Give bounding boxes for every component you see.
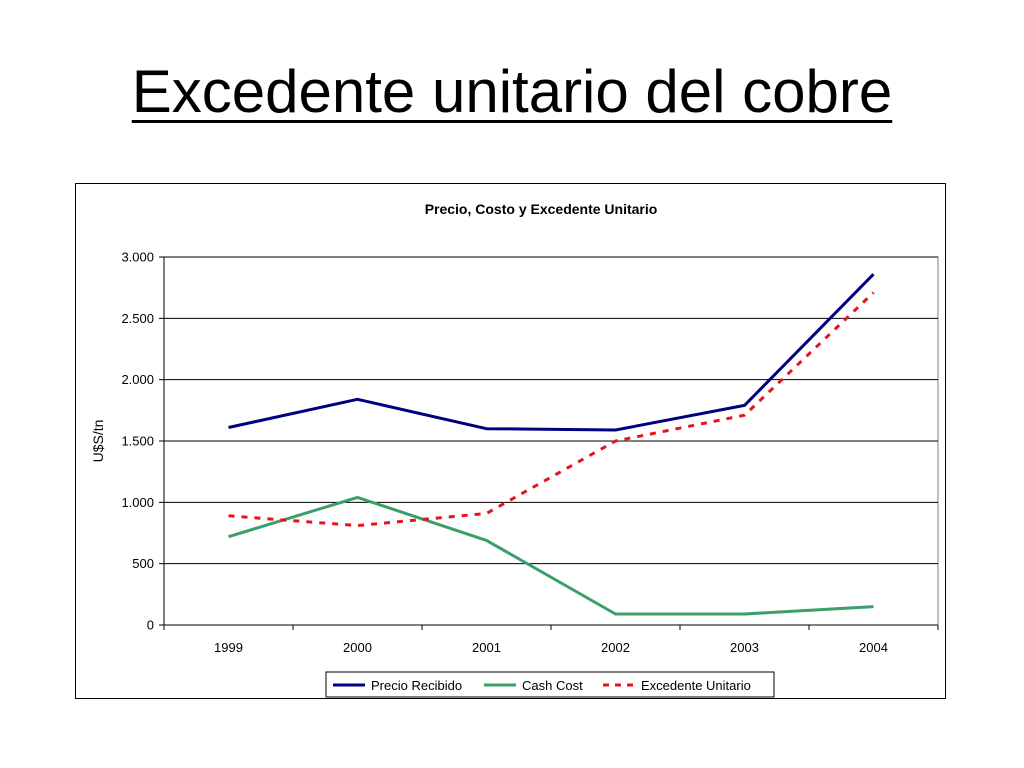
- slide-title: Excedente unitario del cobre: [131, 58, 893, 125]
- y-tick-label: 1.000: [121, 495, 154, 510]
- legend-label-1: Precio Recibido: [371, 678, 462, 693]
- y-tick-label: 1.500: [121, 434, 154, 449]
- y-axis-label: U$S/tn: [90, 420, 106, 463]
- y-tick-label: 2.500: [121, 311, 154, 326]
- x-tick-label: 2004: [859, 640, 888, 655]
- line-chart: Precio, Costo y Excedente Unitario 0 500 1.…: [90, 201, 939, 698]
- x-tick-label: 2002: [601, 640, 630, 655]
- x-tick-label: 2001: [472, 640, 501, 655]
- series-line-1: [228, 273, 875, 432]
- x-tick-label: 2003: [730, 640, 759, 655]
- x-tick-label: 1999: [214, 640, 243, 655]
- x-tick-label: 2000: [343, 640, 372, 655]
- series-line-3: [228, 291, 875, 528]
- y-tick-label: 500: [132, 556, 154, 571]
- series-line-2: [228, 495, 874, 616]
- chart-frame: Precio, Costo y Excedente Unitario 0 500 1.…: [75, 183, 946, 699]
- legend-label-3: Excedente Unitario: [641, 678, 751, 693]
- y-tick-label: 0: [147, 618, 154, 633]
- legend-label-2: Cash Cost: [522, 678, 583, 693]
- chart-title: Precio, Costo y Excedente Unitario: [425, 201, 658, 217]
- legend: [325, 671, 775, 698]
- y-tick-label: 2.000: [121, 372, 154, 387]
- y-tick-label: 3.000: [121, 250, 154, 265]
